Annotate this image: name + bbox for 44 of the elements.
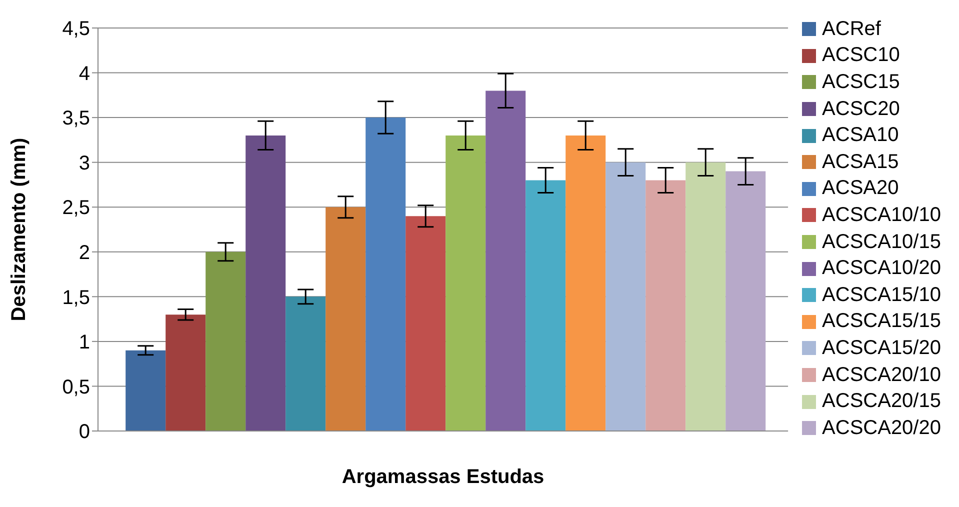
y-tick-label: 1,5 — [62, 286, 90, 309]
y-tick-label: 2 — [78, 242, 90, 264]
bar — [246, 135, 286, 431]
legend-label: ACSA10 — [822, 124, 899, 148]
legend-label: ACSCA15/15 — [822, 310, 941, 334]
y-axis-title: Deslizamento (mm) — [8, 138, 30, 322]
legend-label: ACSCA20/10 — [822, 364, 941, 387]
bar — [726, 171, 766, 431]
legend-label: ACSCA10/15 — [822, 230, 941, 254]
bar — [606, 162, 646, 431]
bar — [286, 296, 326, 431]
bar — [166, 314, 206, 431]
y-tick-label: 0 — [78, 421, 90, 444]
legend-label: ACSCA15/20 — [822, 336, 941, 360]
bar — [446, 135, 486, 431]
y-tick-label: 2,5 — [62, 197, 90, 220]
bar — [206, 252, 246, 431]
bar — [566, 135, 606, 431]
bar — [486, 90, 526, 431]
legend-label: ACSCA20/20 — [822, 416, 941, 440]
legend-label: ACSCA15/10 — [822, 284, 941, 307]
legend-label: ACSC20 — [822, 98, 900, 121]
y-tick-label: 4 — [78, 62, 90, 85]
legend-label: ACSA20 — [822, 177, 899, 200]
y-tick-label: 4,5 — [62, 18, 90, 40]
y-tick-label: 3,5 — [62, 108, 90, 130]
y-tick-label: 0,5 — [62, 376, 90, 398]
bar — [126, 350, 166, 431]
x-axis-title: Argamassas Estudas — [342, 466, 544, 488]
legend-label: ACSCA10/10 — [822, 204, 941, 227]
bar — [326, 207, 366, 431]
legend-label: ACSC10 — [822, 44, 900, 68]
bar — [646, 180, 686, 431]
bar — [686, 162, 726, 431]
bar — [526, 180, 566, 431]
bar — [366, 118, 406, 431]
legend-label: ACSC15 — [822, 70, 900, 94]
y-tick-label: 3 — [78, 152, 90, 174]
y-tick-label: 1 — [78, 332, 90, 354]
legend-label: ACRef — [822, 18, 881, 41]
bar — [406, 216, 446, 431]
legend-label: ACSCA10/20 — [822, 257, 941, 280]
legend-label: ACSA15 — [822, 150, 899, 174]
legend-label: ACSCA20/15 — [822, 390, 941, 414]
